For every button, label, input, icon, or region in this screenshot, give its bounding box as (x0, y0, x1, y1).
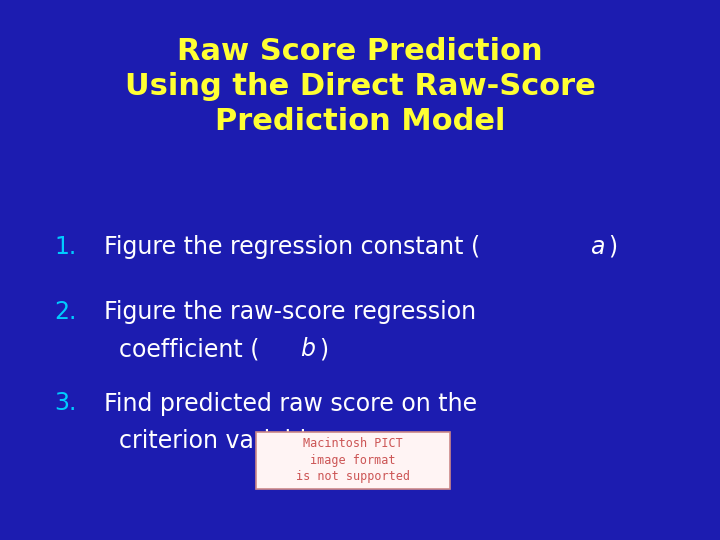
Text: ): ) (608, 235, 618, 259)
Text: Macintosh PICT
image format
is not supported: Macintosh PICT image format is not suppo… (296, 437, 410, 483)
FancyBboxPatch shape (256, 432, 450, 489)
Text: Figure the regression constant (: Figure the regression constant ( (104, 235, 480, 259)
Text: 1.: 1. (54, 235, 76, 259)
Text: Find predicted raw score on the: Find predicted raw score on the (104, 392, 477, 415)
Text: Raw Score Prediction
Using the Direct Raw-Score
Prediction Model: Raw Score Prediction Using the Direct Ra… (125, 37, 595, 136)
Text: 3.: 3. (54, 392, 76, 415)
Text: Figure the raw-score regression: Figure the raw-score regression (104, 300, 477, 323)
Text: criterion variable: criterion variable (119, 429, 320, 453)
Text: ): ) (319, 338, 328, 361)
Text: a: a (590, 235, 604, 259)
Text: b: b (300, 338, 315, 361)
Text: 2.: 2. (54, 300, 76, 323)
Text: coefficient (: coefficient ( (119, 338, 259, 361)
